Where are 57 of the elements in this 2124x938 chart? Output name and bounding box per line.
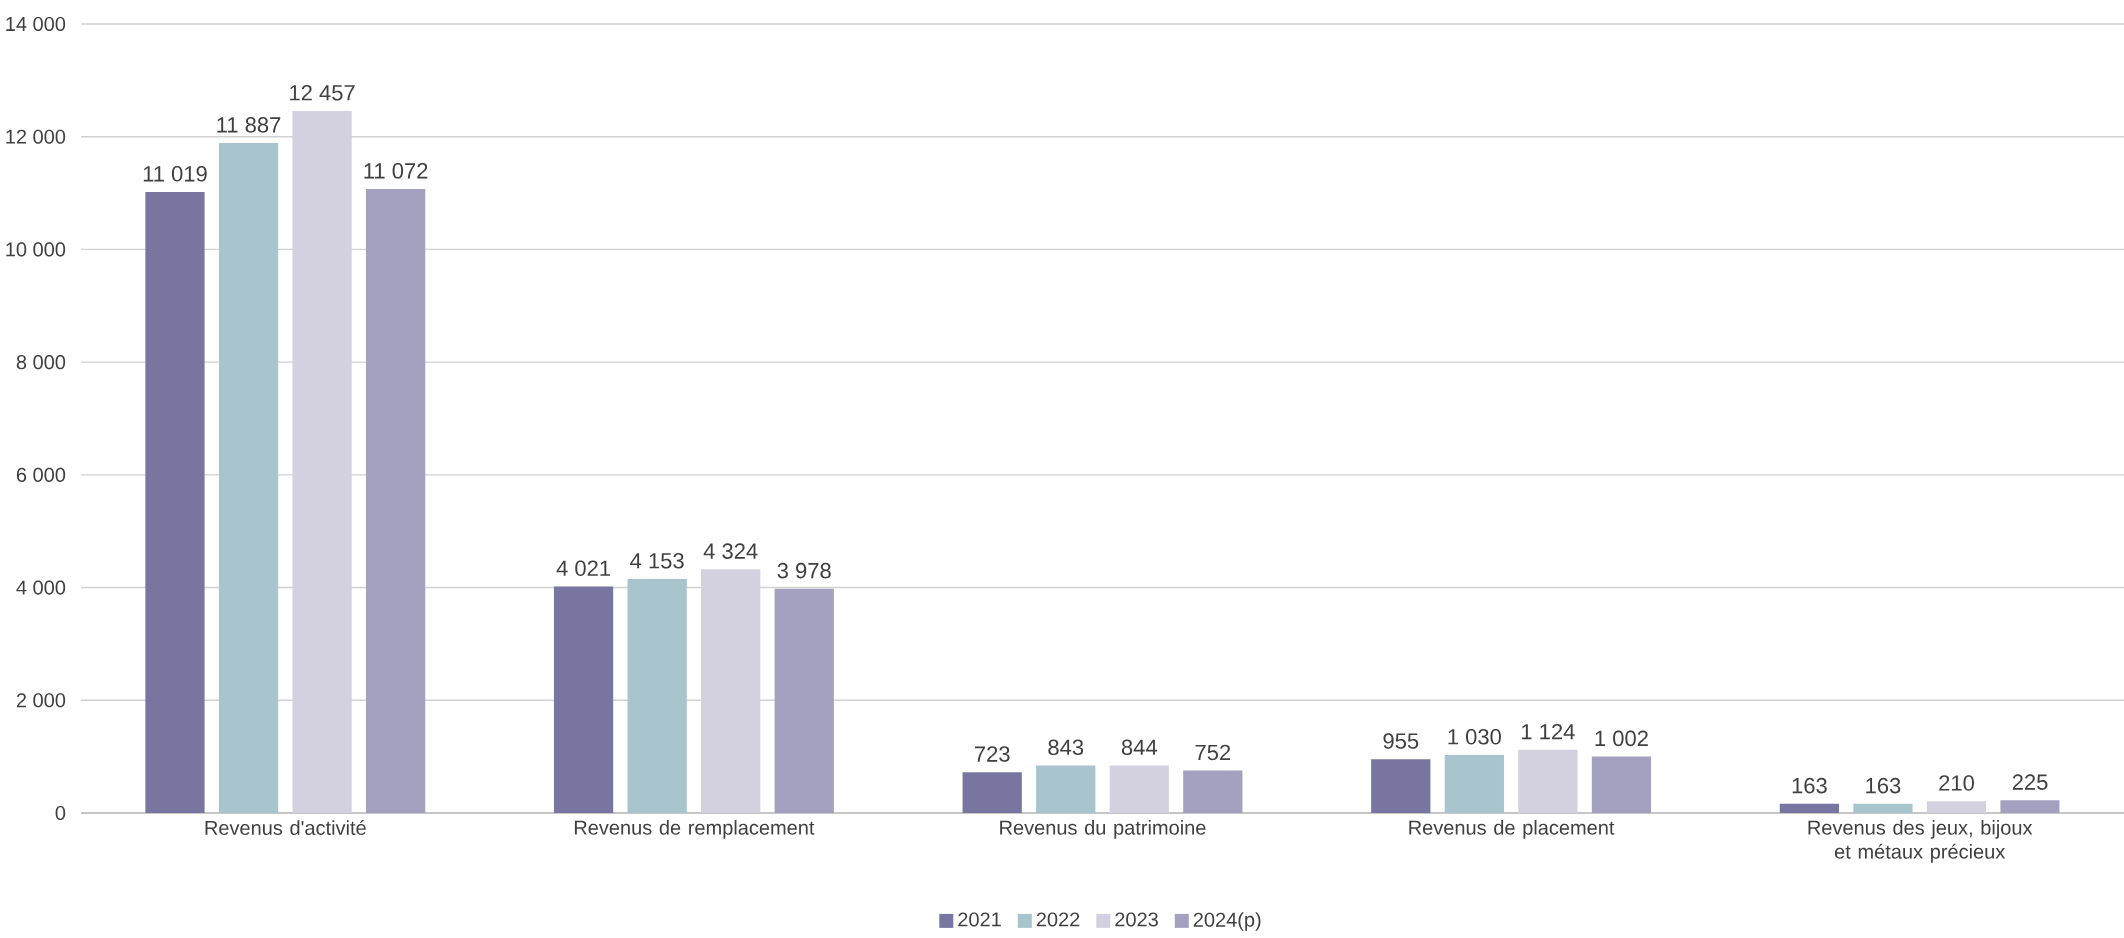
bar [1926,801,1987,813]
y-tick-label: 14 000 [6,16,66,32]
bar [218,143,279,813]
y-tick-label: 0 [55,805,66,821]
bar [1853,803,1913,813]
y-tick-label: 6 000 [16,467,66,482]
bar [292,110,352,813]
bar [701,569,761,813]
data-label: 1 124 [1522,723,1575,740]
bar [1779,803,1840,813]
data-label: 4 153 [630,552,684,569]
data-label: 1 002 [1595,730,1648,747]
data-label: 12 457 [290,85,355,101]
data-label: 843 [1048,739,1084,756]
data-label: 225 [2012,774,2048,790]
data-label: 163 [1866,777,1901,794]
data-label: 210 [1939,775,1974,791]
x-tick-label: Revenus du patrimoine [1000,820,1206,839]
data-label: 4 324 [703,543,758,559]
y-tick-label: 4 000 [16,580,66,595]
bar [962,772,1022,813]
data-label: 723 [974,746,1010,762]
bar [366,189,426,813]
y-tick-label: 10 000 [6,242,66,257]
data-label: 955 [1383,733,1419,749]
bar [1183,770,1243,813]
data-label: 11 019 [143,166,207,182]
legend-label: 2022 [1036,912,1080,927]
bar [145,192,205,813]
y-tick-label: 2 000 [16,693,66,708]
bar [1518,749,1578,813]
data-label: 3 978 [777,562,831,579]
bar [2000,800,2060,813]
legend-label: 2024(p) [1193,912,1261,931]
data-label: 844 [1121,739,1157,756]
bar [1371,759,1431,813]
x-tick-label: Revenus des jeux, bijoux et métaux précieux [1808,820,2033,863]
legend-label: 2023 [1115,912,1158,927]
bar [774,588,834,813]
x-tick-label: Revenus d'activité [205,820,366,835]
bar [1109,765,1169,813]
legend-label: 2021 [958,912,1001,927]
bar [627,578,687,813]
data-label: 1 030 [1448,729,1501,745]
x-tick-label: Revenus de placement [1409,820,1615,839]
data-label: 11 887 [217,117,281,133]
bar [553,586,614,813]
x-tick-label: Revenus de remplacement [574,820,815,839]
y-tick-label: 12 000 [6,129,66,144]
y-tick-label: 8 000 [16,355,66,370]
bar [1591,756,1652,813]
bar [1444,754,1504,813]
data-label: 752 [1195,744,1231,761]
data-label: 4 021 [556,560,611,576]
data-label: 163 [1792,777,1827,794]
data-label: 11 072 [364,163,428,179]
bar [1036,765,1096,813]
